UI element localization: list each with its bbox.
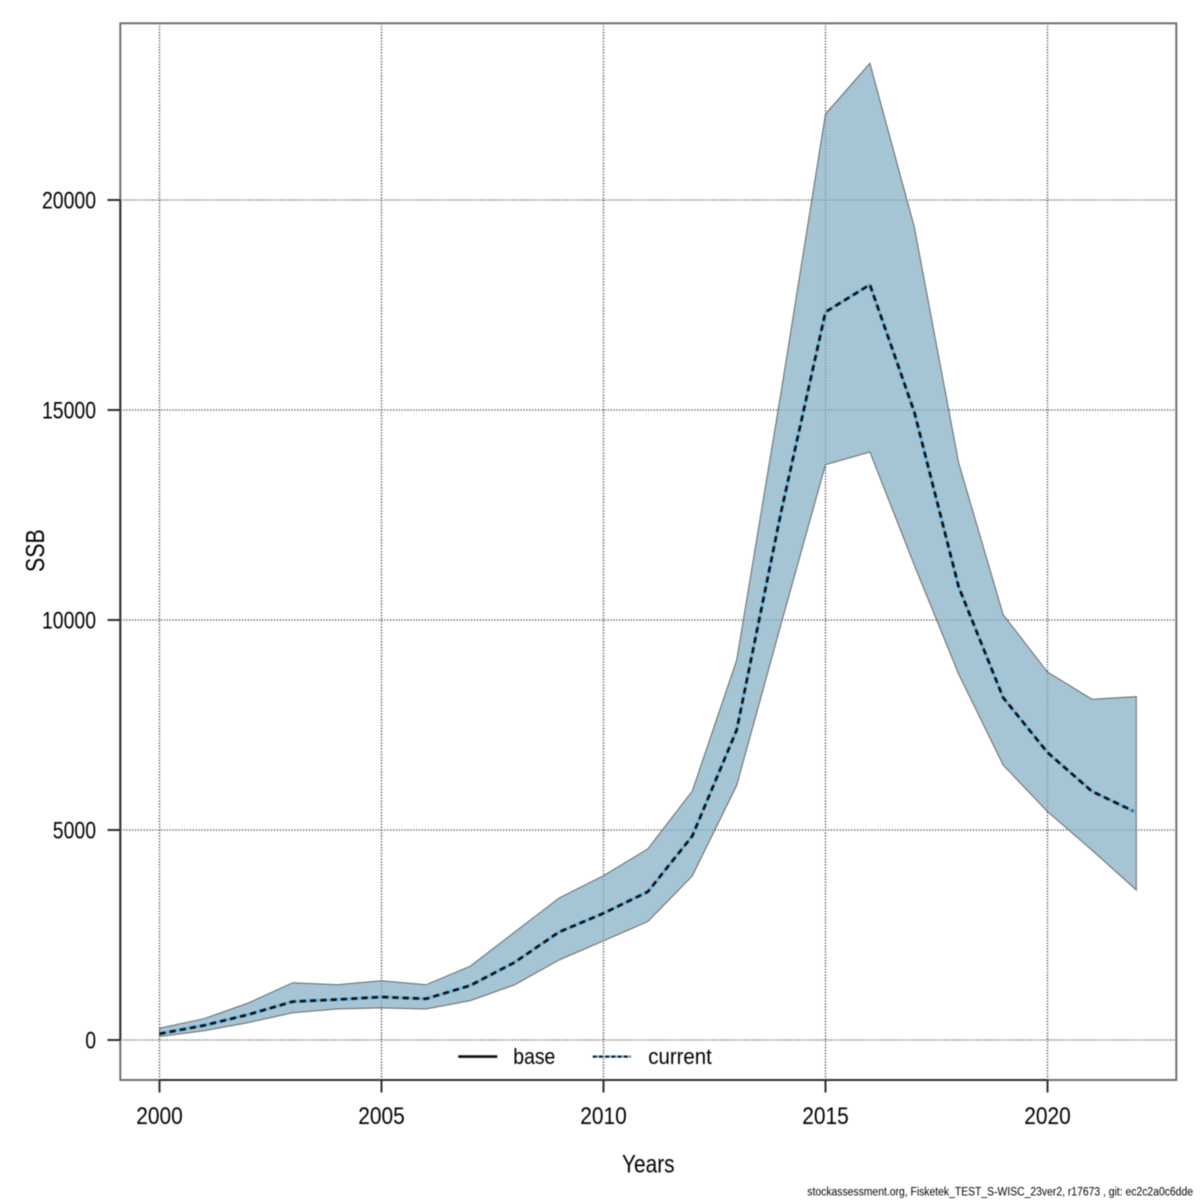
svg-text:base: base (513, 1044, 555, 1069)
svg-text:2015: 2015 (802, 1103, 849, 1130)
svg-text:Years: Years (622, 1151, 675, 1179)
svg-text:SSB: SSB (20, 529, 50, 572)
svg-text:current: current (648, 1044, 712, 1069)
svg-text:2020: 2020 (1024, 1103, 1071, 1130)
svg-text:5000: 5000 (53, 818, 96, 845)
svg-text:stockassessment.org, Fisketek_: stockassessment.org, Fisketek_TEST_S-WIS… (807, 1187, 1193, 1199)
svg-text:2000: 2000 (136, 1103, 183, 1130)
svg-text:20000: 20000 (42, 188, 96, 215)
svg-text:0: 0 (85, 1028, 96, 1055)
svg-text:15000: 15000 (42, 398, 96, 425)
svg-text:10000: 10000 (42, 608, 96, 635)
svg-text:2005: 2005 (358, 1103, 405, 1130)
svg-text:2010: 2010 (580, 1103, 627, 1130)
